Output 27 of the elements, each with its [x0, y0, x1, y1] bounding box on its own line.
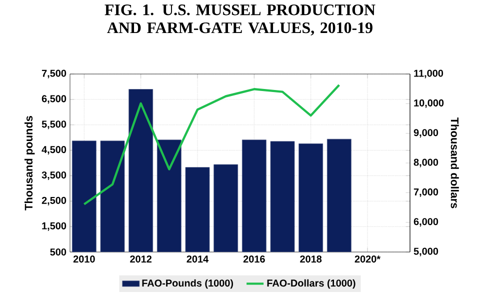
line-series — [83, 84, 340, 206]
y-tick-label: 7,500 — [42, 70, 66, 78]
y2-axis-title: Thousand dollars — [450, 117, 459, 208]
x-tick-label: 2010 — [73, 256, 95, 263]
x-tick-label: 2014 — [186, 256, 209, 263]
x-tick-label: 2016 — [243, 256, 265, 263]
y-tick-label: 3,500 — [42, 171, 66, 180]
x-tick-label: 2020* — [354, 256, 381, 263]
y-axis-title: Thousand pounds — [24, 116, 35, 210]
y2-tick-label: 11,000 — [414, 70, 444, 78]
y2-tick-label: 6,000 — [414, 218, 438, 227]
x-tick-label: 2012 — [130, 256, 152, 263]
legend-label: FAO-Dollars (1000) — [267, 279, 356, 289]
y-tick-label: 2,500 — [42, 196, 66, 206]
y2-tick-label: 8,000 — [414, 158, 438, 168]
y2-tick-label: 7,000 — [414, 188, 438, 197]
y-tick-label: 5,500 — [42, 120, 66, 130]
y-tick-label: 6,500 — [42, 95, 66, 104]
y-tick-label: 1,500 — [42, 222, 66, 231]
y-tick-label: 500 — [50, 248, 66, 256]
y-tick-label: 4,500 — [42, 146, 66, 155]
x-tick-label: 2018 — [300, 256, 322, 263]
y2-tick-label: 10,000 — [414, 99, 444, 108]
legend-label: FAO-Pounds (1000) — [142, 279, 234, 289]
y2-tick-label: 5,000 — [414, 248, 438, 256]
chart-title: FIG. 1. U.S. MUSSEL PRODUCTION AND FARM-GATE VALUES, 2010-19 — [104, 4, 376, 36]
y2-tick-label: 9,000 — [414, 129, 438, 138]
